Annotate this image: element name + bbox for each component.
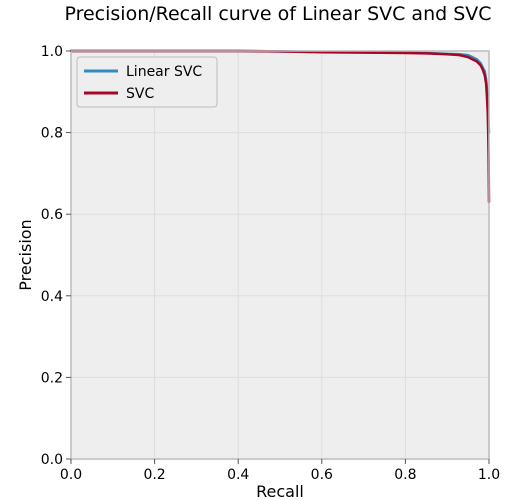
legend: Linear SVC SVC (76, 56, 218, 108)
y-tick-label: 0.2 (41, 370, 63, 386)
y-tick-label: 0.0 (41, 452, 63, 468)
x-tick-label: 0.2 (143, 467, 165, 483)
y-axis-ticks: 0.0 0.2 0.4 0.6 0.8 1.0 (41, 44, 71, 468)
plot-frame (70, 50, 490, 460)
x-axis-label: Recall (256, 482, 304, 500)
x-tick-label: 0.8 (394, 467, 416, 483)
x-axis-ticks: 0.0 0.2 0.4 0.6 0.8 1.0 (60, 459, 500, 483)
y-tick-label: 0.6 (41, 207, 63, 223)
y-tick-label: 0.4 (41, 289, 63, 305)
legend-label-svc: SVC (126, 86, 154, 102)
plot-area (71, 51, 489, 459)
x-tick-label: 0.6 (311, 467, 333, 483)
y-tick-label: 0.8 (41, 126, 63, 142)
chart-title: Precision/Recall curve of Linear SVC and… (64, 3, 491, 25)
x-tick-label: 0.0 (60, 467, 82, 483)
x-tick-label: 1.0 (478, 467, 500, 483)
y-axis-label: Precision (16, 219, 35, 290)
y-tick-label: 1.0 (41, 44, 63, 60)
x-tick-label: 0.4 (227, 467, 249, 483)
legend-label-linear-svc: Linear SVC (126, 64, 202, 80)
